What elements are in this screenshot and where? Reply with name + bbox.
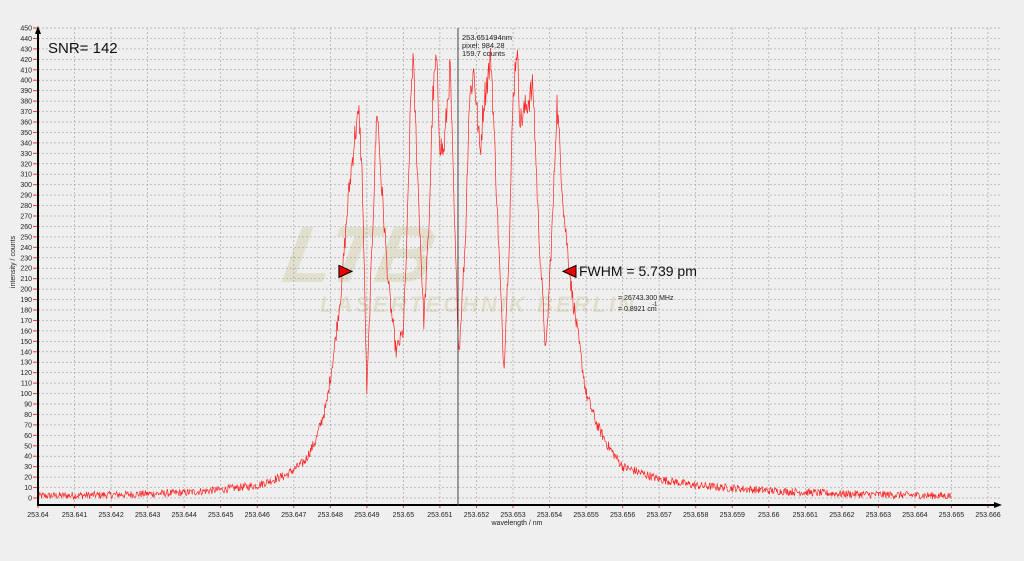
y-tick-label: 180 — [20, 308, 32, 315]
y-tick-label: 420 — [20, 57, 32, 64]
y-tick-label: 340 — [20, 140, 32, 147]
y-tick-label: 150 — [20, 339, 32, 346]
fwhm-left-marker-icon[interactable] — [338, 264, 354, 279]
fwhm-wavenumber-unit-sup: -1 — [652, 302, 658, 308]
y-tick-label: 80 — [24, 412, 32, 419]
y-tick-label: 160 — [20, 328, 32, 335]
y-tick-label: 410 — [20, 67, 32, 74]
x-tick-label: 253.661 — [793, 512, 818, 519]
x-tick-label: 253.654 — [537, 512, 562, 519]
y-tick-label: 240 — [20, 245, 32, 252]
x-tick-label: 253.65 — [393, 512, 415, 519]
y-tick-label: 90 — [24, 402, 32, 409]
series-line — [37, 47, 952, 501]
y-tick-label: 330 — [20, 151, 32, 158]
cursor-counts: 159.7 counts — [462, 49, 505, 58]
x-tick-label: 253.649 — [354, 512, 379, 519]
x-tick-label: 253.663 — [866, 512, 891, 519]
x-tick-label: 253.657 — [646, 512, 671, 519]
x-tick-label: 253.658 — [683, 512, 708, 519]
y-tick-label: 440 — [20, 36, 32, 43]
y-tick-label: 30 — [24, 464, 32, 471]
x-tick-label: 253.647 — [281, 512, 306, 519]
x-tick-label: 253.648 — [318, 512, 343, 519]
y-tick-label: 280 — [20, 203, 32, 210]
y-tick-label: 170 — [20, 318, 32, 325]
x-tick-label: 253.652 — [464, 512, 489, 519]
y-tick-label: 130 — [20, 360, 32, 367]
x-tick-label: 253.646 — [245, 512, 270, 519]
y-tick-label: 50 — [24, 443, 32, 450]
y-tick-label: 210 — [20, 276, 32, 283]
y-tick-label: 140 — [20, 349, 32, 356]
x-tick-label: 253.665 — [939, 512, 964, 519]
fwhm-wavenumber: = 0.8921 cm — [618, 306, 657, 313]
watermark-logo-text: LTB — [277, 211, 442, 300]
x-tick-label: 253.655 — [573, 512, 598, 519]
x-tick-label: 253.662 — [829, 512, 854, 519]
y-tick-label: 40 — [24, 454, 32, 461]
fwhm-frequency: = 26743.300 MHz — [618, 295, 674, 302]
cursor-wavelength: 253.651494nm — [462, 33, 512, 42]
x-tick-label: 253.642 — [98, 512, 123, 519]
y-tick-label: 370 — [20, 109, 32, 116]
y-tick-label: 10 — [24, 485, 32, 492]
x-axis-arrow-icon — [994, 502, 1002, 508]
y-tick-label: 120 — [20, 370, 32, 377]
y-tick-label: 270 — [20, 214, 32, 221]
y-tick-label: 20 — [24, 475, 32, 482]
y-tick-label: 380 — [20, 99, 32, 106]
y-tick-label: 230 — [20, 255, 32, 262]
fwhm-right-marker-icon[interactable] — [561, 264, 577, 279]
x-tick-label: 253.643 — [135, 512, 160, 519]
y-tick-label: 400 — [20, 78, 32, 85]
y-tick-label: 60 — [24, 433, 32, 440]
watermark-logo: LTB LASERTECHNIK BERLIN — [277, 211, 637, 317]
y-tick-label: 450 — [20, 26, 32, 33]
y-tick-labels: 0 10 20 30 40 50 60 70 80 90 100 110 120 130 140 150 160… — [20, 26, 32, 503]
y-tick-label: 220 — [20, 266, 32, 273]
y-tick-label: 260 — [20, 224, 32, 231]
x-tick-label: 253.644 — [171, 512, 196, 519]
y-tick-label: 300 — [20, 182, 32, 189]
y-tick-label: 430 — [20, 46, 32, 53]
series-trace — [37, 47, 952, 501]
x-tick-label: 253.645 — [208, 512, 233, 519]
x-tick-label: 253.651 — [427, 512, 452, 519]
x-tick-label: 253.66 — [758, 512, 780, 519]
x-tick-label: 253.656 — [610, 512, 635, 519]
x-tick-label: 253.64 — [27, 512, 49, 519]
y-tick-label: 70 — [24, 422, 32, 429]
axes — [33, 26, 1002, 508]
y-tick-label: 290 — [20, 193, 32, 200]
y-tick-label: 250 — [20, 234, 32, 241]
x-axis-title: wavelength / nm — [491, 520, 543, 527]
snr-label: SNR= 142 — [48, 40, 118, 57]
y-tick-label: 310 — [20, 172, 32, 179]
x-tick-label: 253.664 — [902, 512, 927, 519]
fwhm-label: FWHM = 5.739 pm — [579, 263, 697, 279]
y-tick-label: 200 — [20, 287, 32, 294]
y-tick-label: 360 — [20, 120, 32, 127]
x-tick-label: 253.653 — [500, 512, 525, 519]
x-tick-labels: 253.64 253.641 253.642 253.643 253.644 253.64… — [27, 512, 1000, 519]
y-tick-label: 100 — [20, 391, 32, 398]
x-tick-label: 253.641 — [62, 512, 87, 519]
y-tick-label: 320 — [20, 161, 32, 168]
watermark-subtitle: LASERTECHNIK BERLIN — [320, 292, 637, 317]
x-tick-label: 253.666 — [975, 512, 1000, 519]
y-axis-title: intensity / counts — [10, 235, 17, 288]
cursor-pixel: pixel: 984.28 — [462, 41, 505, 50]
y-tick-label: 350 — [20, 130, 32, 137]
y-tick-label: 0 — [28, 496, 32, 503]
y-tick-label: 390 — [20, 88, 32, 95]
y-tick-label: 110 — [21, 381, 32, 388]
x-tick-label: 253.659 — [720, 512, 745, 519]
y-axis-arrow-icon — [35, 26, 41, 34]
y-tick-label: 190 — [20, 297, 32, 304]
grid — [37, 27, 1000, 506]
